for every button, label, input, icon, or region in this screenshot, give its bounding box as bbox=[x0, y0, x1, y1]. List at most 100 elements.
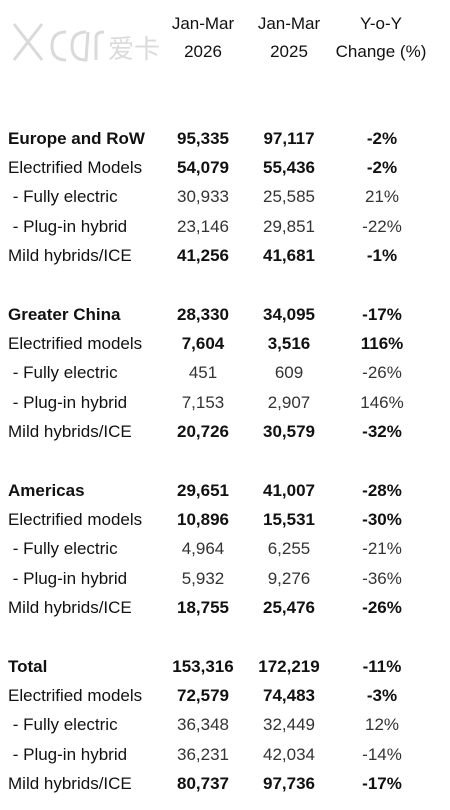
header-col1-line2: 2026 bbox=[184, 42, 222, 61]
table-row: - Plug-in hybrid 23,146 29,851 -22% bbox=[0, 212, 450, 241]
row-label: - Plug-in hybrid bbox=[8, 216, 128, 236]
row-label: - Plug-in hybrid bbox=[8, 392, 128, 412]
row-label: Mild hybrids/ICE bbox=[8, 421, 132, 441]
header-col2-line2: 2025 bbox=[270, 42, 308, 61]
value-2025: 3,516 bbox=[267, 334, 311, 354]
table-row: - Fully electric 30,933 25,585 21% bbox=[0, 182, 450, 211]
header-col3-line2: Change (%) bbox=[335, 42, 427, 61]
value-2025: 42,034 bbox=[263, 744, 315, 764]
value-2026: 7,153 bbox=[181, 392, 225, 412]
table-row: - Fully electric 4,964 6,255 -21% bbox=[0, 534, 450, 563]
value-2025: 25,476 bbox=[263, 597, 315, 617]
value-2025: 9,276 bbox=[267, 568, 311, 588]
value-2026: 23,146 bbox=[177, 216, 229, 236]
row-label: Electrified models bbox=[8, 334, 143, 354]
header-col2-line1: Jan-Mar bbox=[257, 14, 321, 33]
table-row: Mild hybrids/ICE 41,256 41,681 -1% bbox=[0, 241, 450, 270]
table-row: Electrified models 7,604 3,516 116% bbox=[0, 329, 450, 358]
value-2026: 10,896 bbox=[177, 510, 229, 530]
yoy-change: -30% bbox=[362, 510, 402, 530]
value-2026: 18,755 bbox=[177, 597, 229, 617]
value-2026: 29,651 bbox=[177, 481, 229, 500]
table-row: Mild hybrids/ICE 18,755 25,476 -26% bbox=[0, 593, 450, 622]
value-2025: 34,095 bbox=[263, 305, 315, 324]
header-col3-line1: Y-o-Y bbox=[360, 14, 402, 33]
table-row: - Fully electric 451 609 -26% bbox=[0, 358, 450, 387]
value-2025: 41,681 bbox=[263, 245, 315, 265]
table-row: Europe and RoW 95,335 97,117 -2% bbox=[0, 124, 450, 153]
value-2026: 72,579 bbox=[177, 686, 229, 706]
table-row: Greater China 28,330 34,095 -17% bbox=[0, 300, 450, 329]
row-label: Electrified models bbox=[8, 686, 143, 706]
header-jan-mar-2025: Jan-Mar 2025 bbox=[246, 10, 332, 66]
yoy-change: -17% bbox=[362, 305, 402, 324]
yoy-change: -26% bbox=[362, 363, 402, 383]
table-row: - Fully electric 36,348 32,449 12% bbox=[0, 710, 450, 739]
value-2025: 41,007 bbox=[263, 481, 315, 500]
table-row: Americas 29,651 41,007 -28% bbox=[0, 476, 450, 505]
yoy-change: -11% bbox=[362, 657, 402, 676]
yoy-change: -3% bbox=[366, 686, 398, 706]
yoy-change: -26% bbox=[362, 597, 402, 617]
xcar-watermark-logo: 爱卡 bbox=[12, 23, 160, 65]
value-2026: 20,726 bbox=[177, 421, 229, 441]
value-2026: 28,330 bbox=[177, 305, 229, 324]
value-2025: 97,117 bbox=[263, 129, 315, 148]
row-label: - Plug-in hybrid bbox=[8, 744, 128, 764]
row-label: - Fully electric bbox=[8, 539, 118, 559]
row-label: Electrified models bbox=[8, 510, 143, 530]
value-2025: 74,483 bbox=[263, 686, 315, 706]
row-label: Mild hybrids/ICE bbox=[8, 245, 132, 265]
yoy-change: -17% bbox=[362, 773, 402, 793]
value-2025: 15,531 bbox=[263, 510, 315, 530]
value-2025: 97,736 bbox=[263, 773, 315, 793]
svg-text:爱卡: 爱卡 bbox=[108, 35, 160, 65]
yoy-change: -14% bbox=[362, 744, 402, 764]
value-2025: 609 bbox=[274, 363, 304, 383]
value-2026: 153,316 bbox=[172, 657, 234, 676]
value-2026: 5,932 bbox=[181, 568, 225, 588]
yoy-change: -2% bbox=[366, 129, 398, 148]
row-label: Greater China bbox=[8, 305, 121, 324]
yoy-change: -36% bbox=[362, 568, 402, 588]
value-2026: 41,256 bbox=[177, 245, 229, 265]
value-2026: 36,348 bbox=[177, 715, 229, 735]
yoy-change: -22% bbox=[362, 216, 402, 236]
value-2025: 29,851 bbox=[263, 216, 315, 236]
header-yoy-change: Y-o-Y Change (%) bbox=[322, 10, 440, 66]
row-label: Mild hybrids/ICE bbox=[8, 773, 132, 793]
value-2026: 30,933 bbox=[177, 187, 229, 207]
row-label: Total bbox=[8, 657, 48, 676]
value-2025: 30,579 bbox=[263, 421, 315, 441]
value-2026: 54,079 bbox=[177, 158, 229, 178]
yoy-change: 12% bbox=[364, 715, 400, 735]
row-label: - Plug-in hybrid bbox=[8, 568, 128, 588]
value-2026: 95,335 bbox=[177, 129, 229, 148]
value-2025: 6,255 bbox=[267, 539, 311, 559]
table-row: Mild hybrids/ICE 80,737 97,736 -17% bbox=[0, 769, 450, 798]
table-row: - Plug-in hybrid 5,932 9,276 -36% bbox=[0, 564, 450, 593]
yoy-change: -2% bbox=[366, 158, 398, 178]
table-row: - Plug-in hybrid 7,153 2,907 146% bbox=[0, 388, 450, 417]
table-row: Total 153,316 172,219 -11% bbox=[0, 652, 450, 681]
yoy-change: -28% bbox=[362, 481, 402, 500]
row-label: Europe and RoW bbox=[8, 129, 145, 148]
table-row: Electrified Models 54,079 55,436 -2% bbox=[0, 153, 450, 182]
yoy-change: 146% bbox=[360, 392, 404, 412]
value-2025: 25,585 bbox=[263, 187, 315, 207]
row-label: Electrified Models bbox=[8, 158, 143, 178]
value-2026: 4,964 bbox=[181, 539, 225, 559]
yoy-change: 116% bbox=[360, 334, 404, 354]
row-label: Mild hybrids/ICE bbox=[8, 597, 132, 617]
yoy-change: -1% bbox=[366, 245, 398, 265]
value-2025: 172,219 bbox=[258, 657, 320, 676]
row-label: - Fully electric bbox=[8, 715, 118, 735]
yoy-change: -32% bbox=[362, 421, 402, 441]
row-label: - Fully electric bbox=[8, 187, 118, 207]
header-jan-mar-2026: Jan-Mar 2026 bbox=[160, 10, 246, 66]
value-2025: 55,436 bbox=[263, 158, 315, 178]
table-row: Electrified models 72,579 74,483 -3% bbox=[0, 681, 450, 710]
row-label: Americas bbox=[8, 481, 85, 500]
yoy-change: -21% bbox=[362, 539, 402, 559]
table-row: Electrified models 10,896 15,531 -30% bbox=[0, 505, 450, 534]
